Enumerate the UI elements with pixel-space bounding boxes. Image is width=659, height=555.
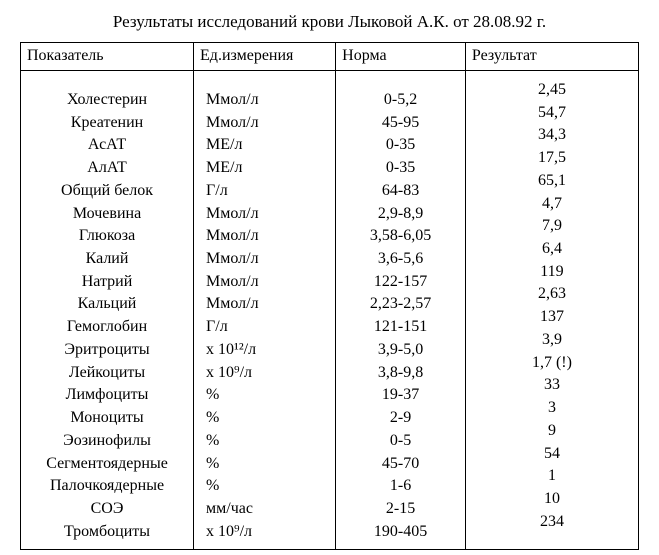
blood-test-table: Показатель Ед.измерения Норма Результат … — [20, 42, 639, 550]
unit-value: Ммол/л — [200, 203, 329, 226]
cell-unit: Ммол/лМмол/лМЕ/лМЕ/лГ/лМмол/лМмол/лМмол/… — [194, 71, 336, 550]
indicator-value: Лейкоциты — [27, 362, 187, 385]
unit-value: Ммол/л — [200, 271, 329, 294]
norm-value: 45-70 — [342, 453, 459, 476]
indicator-value: Холестерин — [27, 89, 187, 112]
norm-value: 190-405 — [342, 521, 459, 544]
header-norm: Норма — [336, 43, 466, 71]
result-value: 3,9 — [472, 329, 632, 352]
result-value: 1,7 (!) — [472, 352, 632, 375]
indicator-value: Кальций — [27, 293, 187, 316]
unit-value: Г/л — [200, 180, 329, 203]
norm-value: 2-15 — [342, 498, 459, 521]
result-value: 34,3 — [472, 124, 632, 147]
norm-value: 0-35 — [342, 134, 459, 157]
unit-value: x 10⁹/л — [200, 362, 329, 385]
document-title: Результаты исследований крови Лыковой А.… — [20, 12, 639, 32]
cell-indicator: ХолестеринКреатенинАсАТАлАТОбщий белокМо… — [21, 71, 194, 550]
norm-value: 1-6 — [342, 475, 459, 498]
result-value: 54 — [472, 443, 632, 466]
unit-value: МЕ/л — [200, 134, 329, 157]
result-value: 10 — [472, 488, 632, 511]
cell-norm: 0-5,245-950-350-3564-832,9-8,93,58-6,053… — [336, 71, 466, 550]
unit-value: % — [200, 384, 329, 407]
cell-result: 2,4554,734,317,565,14,77,96,41192,631373… — [465, 71, 638, 550]
indicator-value: Тромбоциты — [27, 521, 187, 544]
norm-value: 0-5 — [342, 430, 459, 453]
indicator-value: Палочкоядерные — [27, 475, 187, 498]
norm-value: 19-37 — [342, 384, 459, 407]
unit-value: % — [200, 430, 329, 453]
result-value: 3 — [472, 397, 632, 420]
norm-value: 3,58-6,05 — [342, 225, 459, 248]
indicator-value: Эритроциты — [27, 339, 187, 362]
table-header-row: Показатель Ед.измерения Норма Результат — [21, 43, 639, 71]
indicator-value: Эозинофилы — [27, 430, 187, 453]
norm-value: 3,8-9,8 — [342, 362, 459, 385]
indicator-value: Натрий — [27, 271, 187, 294]
indicator-value: Сегментоядерные — [27, 453, 187, 476]
result-value: 17,5 — [472, 147, 632, 170]
unit-value: Ммол/л — [200, 112, 329, 135]
unit-value: % — [200, 453, 329, 476]
norm-value: 2-9 — [342, 407, 459, 430]
header-result: Результат — [465, 43, 638, 71]
result-value: 6,4 — [472, 238, 632, 261]
indicator-value: Гемоглобин — [27, 316, 187, 339]
indicator-value: СОЭ — [27, 498, 187, 521]
indicator-value: АлАТ — [27, 157, 187, 180]
unit-value: Г/л — [200, 316, 329, 339]
norm-value: 0-35 — [342, 157, 459, 180]
norm-value: 122-157 — [342, 271, 459, 294]
indicator-value: Моноциты — [27, 407, 187, 430]
result-value: 33 — [472, 374, 632, 397]
norm-value: 2,23-2,57 — [342, 293, 459, 316]
indicator-value: АсАТ — [27, 134, 187, 157]
unit-value: МЕ/л — [200, 157, 329, 180]
norm-value: 3,6-5,6 — [342, 248, 459, 271]
table-body-row: ХолестеринКреатенинАсАТАлАТОбщий белокМо… — [21, 71, 639, 550]
unit-value: x 10¹²/л — [200, 339, 329, 362]
result-value: 234 — [472, 511, 632, 534]
header-unit: Ед.измерения — [194, 43, 336, 71]
indicator-value: Лимфоциты — [27, 384, 187, 407]
indicator-value: Общий белок — [27, 180, 187, 203]
unit-value: % — [200, 407, 329, 430]
unit-value: мм/час — [200, 498, 329, 521]
result-value: 65,1 — [472, 170, 632, 193]
indicator-value: Глюкоза — [27, 225, 187, 248]
unit-value: % — [200, 475, 329, 498]
result-value: 7,9 — [472, 215, 632, 238]
norm-value: 121-151 — [342, 316, 459, 339]
result-value: 54,7 — [472, 102, 632, 125]
norm-value: 0-5,2 — [342, 89, 459, 112]
indicator-value: Калий — [27, 248, 187, 271]
unit-value: Ммол/л — [200, 225, 329, 248]
norm-value: 2,9-8,9 — [342, 203, 459, 226]
norm-value: 3,9-5,0 — [342, 339, 459, 362]
norm-value: 64-83 — [342, 180, 459, 203]
result-value: 119 — [472, 261, 632, 284]
indicator-value: Мочевина — [27, 203, 187, 226]
result-value: 2,63 — [472, 283, 632, 306]
result-value: 9 — [472, 420, 632, 443]
result-value: 4,7 — [472, 193, 632, 216]
unit-value: x 10⁹/л — [200, 521, 329, 544]
result-value: 1 — [472, 465, 632, 488]
unit-value: Ммол/л — [200, 89, 329, 112]
indicator-value: Креатенин — [27, 112, 187, 135]
unit-value: Ммол/л — [200, 248, 329, 271]
result-value: 2,45 — [472, 79, 632, 102]
unit-value: Ммол/л — [200, 293, 329, 316]
header-indicator: Показатель — [21, 43, 194, 71]
norm-value: 45-95 — [342, 112, 459, 135]
result-value: 137 — [472, 306, 632, 329]
